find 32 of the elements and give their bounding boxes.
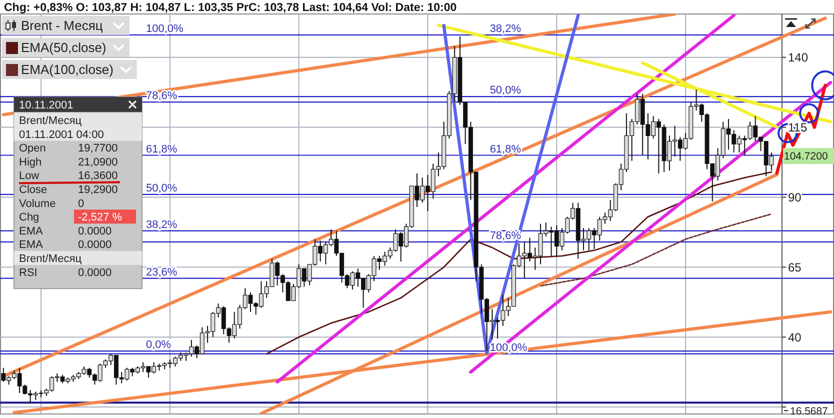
annotation: Brent/Месяц — [19, 253, 82, 265]
y-tick-label: 90 — [788, 190, 802, 204]
text: High 21,0900 — [19, 156, 118, 168]
text: Chg -2,527 % — [19, 212, 122, 224]
text: Low 16,3600 — [19, 170, 118, 182]
annotation: 61,8% — [146, 143, 178, 156]
text: EMA 0.0000 — [19, 239, 112, 252]
annotation: 10.11.2001 — [19, 100, 74, 112]
chart-title: Chg: +0,83% O: 103,87 H: 104,87 L: 103,35 PrC: 103,78 Last: 104,64 Vol: Date: 10:00 — [4, 2, 457, 14]
annotation: 0,0% — [146, 339, 172, 352]
annotation: 23,6% — [146, 266, 178, 278]
annotation: 50,0% — [490, 84, 522, 97]
annotation: 01.11.2001 04:00 — [19, 128, 104, 141]
annotation: 104.7200 — [784, 150, 828, 163]
legend-label: EMA(50,close) — [21, 40, 106, 55]
annotation: 61,8% — [490, 143, 522, 156]
annotation: 38,2% — [490, 22, 522, 35]
text: EMA 0.0000 — [19, 225, 112, 238]
text: Open 19,7700 — [19, 142, 118, 155]
text: Volume 0 — [19, 198, 84, 210]
y-tick-label: 40 — [788, 330, 802, 344]
ref-line-label: 16.5687 — [790, 406, 828, 418]
annotation: 38,2% — [146, 218, 178, 231]
legend-label: EMA(100,close) — [21, 62, 114, 77]
text: RSI 0.0000 — [19, 266, 112, 279]
annotation: 50,0% — [146, 182, 178, 194]
y-tick-label: 140 — [788, 50, 808, 65]
annotation: 100,0% — [146, 22, 184, 35]
y-tick-label: 65 — [788, 260, 802, 274]
text: Close 19,2900 — [19, 184, 118, 196]
annotation: Brent/Месяц — [19, 115, 82, 127]
text: Brent - Месяц — [21, 18, 104, 33]
